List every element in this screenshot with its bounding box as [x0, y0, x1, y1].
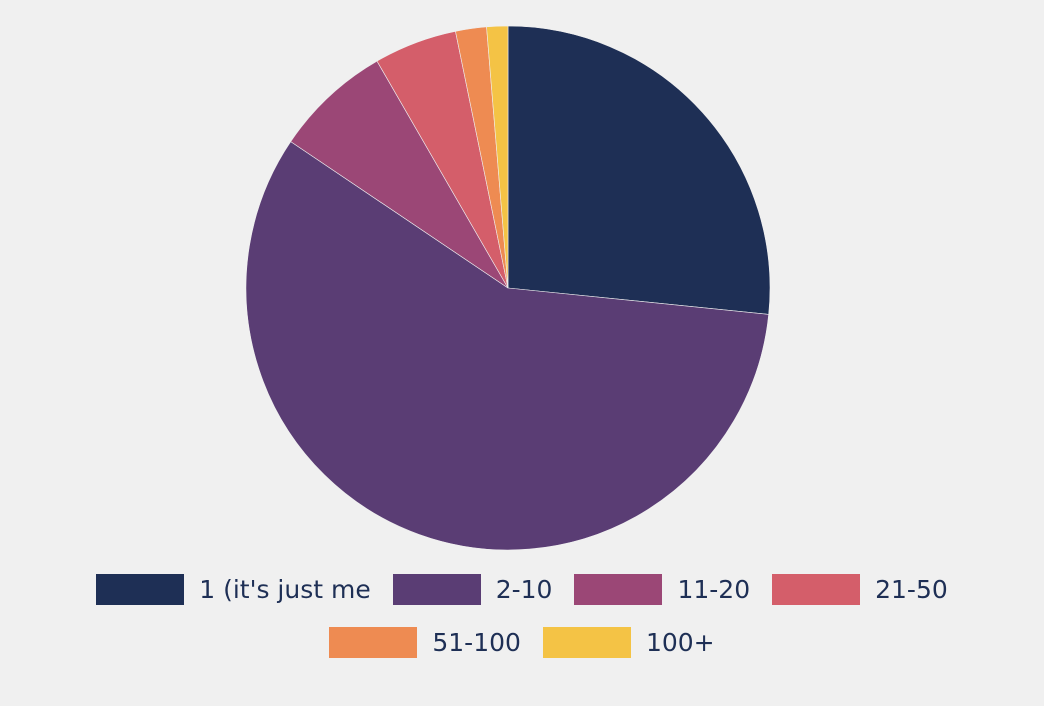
- legend-label: 21-50: [875, 575, 948, 604]
- pie-slice-0: [507, 25, 771, 315]
- legend-item-21-50: 21-50: [772, 574, 948, 605]
- legend-item-100-plus: 100+: [542, 627, 715, 658]
- pie-slice-1: [245, 141, 769, 551]
- pie-slice-2: [290, 60, 509, 289]
- legend-row: 1 (it's just me 2-10 11-20 21-50: [0, 574, 1044, 605]
- pie-slice-5: [486, 25, 509, 289]
- legend-swatch: [542, 627, 631, 658]
- legend-swatch: [96, 574, 185, 605]
- legend-swatch: [392, 574, 481, 605]
- legend-label: 2-10: [495, 575, 553, 604]
- legend-label: 1 (it's just me: [199, 575, 371, 604]
- legend-item-51-100: 51-100: [329, 627, 521, 658]
- legend-label: 11-20: [677, 575, 751, 604]
- legend-label: 100+: [645, 628, 715, 657]
- legend-item-2-10: 2-10: [392, 574, 553, 605]
- legend-row: 51-100 100+: [0, 627, 1044, 658]
- legend-swatch: [329, 627, 418, 658]
- legend-item-1: 1 (it's just me: [96, 574, 371, 605]
- legend-label: 51-100: [432, 628, 521, 657]
- legend-swatch: [772, 574, 861, 605]
- legend-item-11-20: 11-20: [574, 574, 750, 605]
- legend-swatch: [574, 574, 663, 605]
